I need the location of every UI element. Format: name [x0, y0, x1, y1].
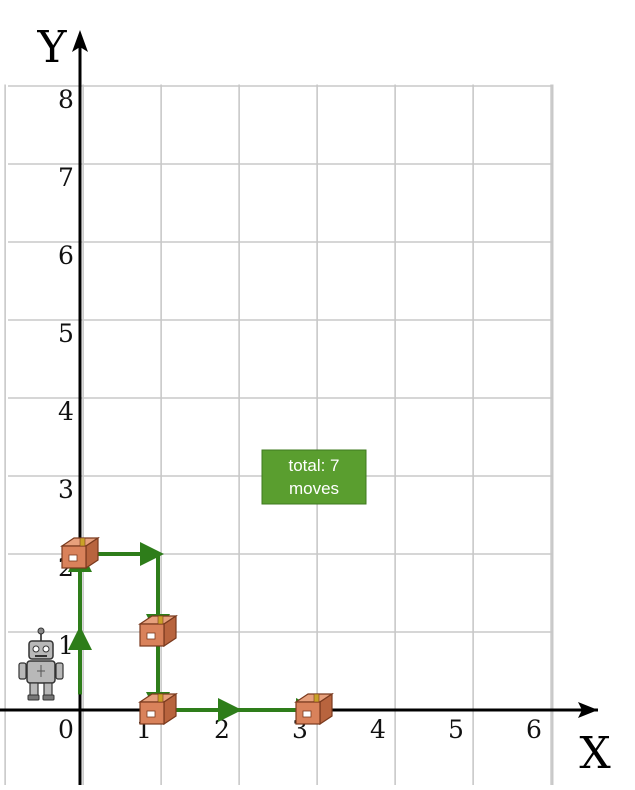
total-moves-annotation: total: 7 moves: [261, 449, 367, 505]
box-icon: [138, 692, 178, 726]
annotation-box: [261, 449, 367, 505]
x-axis-label: X: [579, 728, 611, 779]
y-tick-label: 7: [58, 163, 74, 192]
y-tick-label: 6: [58, 241, 74, 270]
grid-lines: [4, 84, 554, 785]
box-icon: [294, 692, 334, 726]
x-axis-arrow: [578, 702, 598, 718]
annotation-line-1: total: 7: [288, 456, 339, 475]
y-axis-arrow: [72, 30, 88, 52]
robot-icon: [18, 627, 64, 701]
x-tick-label: 4: [370, 715, 386, 744]
boxes: [60, 536, 334, 726]
y-tick-label: 1: [58, 631, 74, 660]
y-tick-label: 8: [58, 85, 74, 114]
y-tick-label: 4: [58, 397, 74, 426]
box-icon: [60, 536, 100, 570]
x-tick-label: 2: [214, 715, 230, 744]
annotation-line-2: moves: [289, 479, 339, 498]
tick-labels: 012345612345678: [58, 85, 542, 744]
y-axis-label: Y: [36, 22, 67, 73]
box-icon: [138, 614, 178, 648]
y-tick-label: 3: [58, 475, 74, 504]
x-tick-label: 6: [526, 715, 542, 744]
axes: X Y: [0, 22, 611, 785]
y-tick-label: 5: [58, 319, 74, 348]
x-tick-label: 0: [58, 715, 74, 744]
x-tick-label: 5: [448, 715, 464, 744]
